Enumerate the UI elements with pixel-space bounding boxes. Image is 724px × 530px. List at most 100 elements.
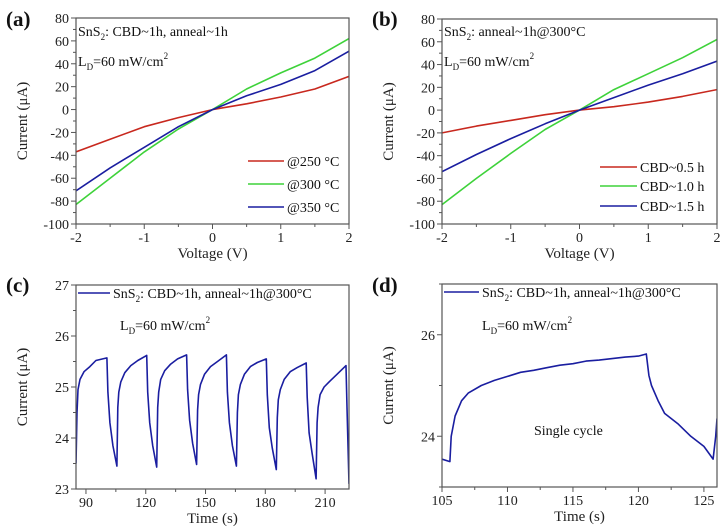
annotation-text: =60 mW/cm (459, 55, 530, 70)
panel-b: (b) -2 -1 0 1 2 -100 -80 -60 -40 -20 0 20 40 60 80 Volta… (372, 7, 721, 262)
x-tick-label: 0 (576, 231, 583, 246)
y-tick-label: -40 (50, 149, 69, 164)
y-tick-label: -20 (50, 126, 69, 141)
annotation-subscript: 2 (101, 32, 106, 42)
annotation-subscript: D (453, 62, 460, 72)
annotation-subscript: 2 (467, 32, 472, 42)
annotation-subscript: D (491, 326, 498, 336)
legend-entry-subscript: 2 (136, 294, 141, 304)
x-tick-label: 90 (79, 496, 93, 511)
x-tick-label: 180 (255, 496, 276, 511)
x-tick-label: 2 (714, 231, 721, 246)
panel-d: (d) 105 110 115 120 125 24 26 Time (s) Current (μ… (372, 273, 718, 525)
legend-entry: SnS2: CBD~1h, anneal~1h@300°C (482, 286, 681, 303)
y-tick-label: 40 (55, 58, 69, 73)
y-axis-label: Current (μA) (15, 348, 31, 426)
y-tick-label: 23 (55, 483, 69, 498)
legend-entry: @350 °C (287, 201, 339, 216)
x-tick-label: 210 (315, 496, 336, 511)
x-tick-label: 120 (628, 494, 649, 509)
annotation-text: L (482, 319, 491, 334)
legend-entry-subscript: 2 (505, 293, 510, 303)
annotation-text: =60 mW/cm (135, 319, 206, 334)
annotation-superscript: 2 (164, 51, 169, 61)
legend-entry: SnS2: CBD~1h, anneal~1h@300°C (113, 287, 312, 304)
x-tick-label: 125 (693, 494, 714, 509)
y-tick-label: 60 (421, 36, 435, 51)
x-tick-label: 110 (497, 494, 517, 509)
panel-label: (b) (372, 7, 398, 31)
y-tick-label: 25 (55, 381, 69, 396)
x-tick-label: 105 (432, 494, 453, 509)
x-tick-label: -1 (505, 231, 517, 246)
legend-entry: @300 °C (287, 178, 339, 193)
legend-entry: CBD~1.5 h (640, 200, 704, 215)
annotation-superscript: 2 (568, 315, 573, 325)
legend-entry-text: : CBD~1h, anneal~1h@300°C (140, 287, 312, 302)
legend-entry: @250 °C (287, 155, 339, 170)
annotation-superscript: 2 (206, 315, 211, 325)
legend-entry: CBD~1.0 h (640, 180, 704, 195)
annotation-text: Single cycle (534, 424, 603, 439)
x-tick-label: 1 (645, 231, 652, 246)
x-tick-label: 115 (563, 494, 583, 509)
x-tick-label: -2 (436, 231, 448, 246)
panel-label: (d) (372, 273, 398, 297)
annotation-text: =60 mW/cm (93, 55, 164, 70)
y-tick-label: 60 (55, 35, 69, 50)
x-axis-label: Voltage (V) (544, 246, 614, 262)
series-line-2 (76, 50, 349, 192)
annotation: LD=60 mW/cm2 (482, 315, 572, 336)
legend-entry: CBD~0.5 h (640, 161, 704, 176)
y-tick-label: 40 (421, 59, 435, 74)
x-axis-label: Time (s) (187, 511, 238, 527)
series-line-0 (442, 353, 717, 463)
legend-entry-text: SnS (113, 287, 136, 302)
x-tick-label: 150 (195, 496, 216, 511)
panel-a: (a) -2 -1 0 1 2 -100 -80 -60 -40 -20 0 20 40 60 80 Volta… (6, 7, 353, 262)
annotation: SnS2: anneal~1h@300°C (444, 25, 585, 42)
y-tick-label: 24 (55, 432, 69, 447)
annotation: LD=60 mW/cm2 (120, 315, 210, 336)
annotation: LD=60 mW/cm2 (444, 51, 534, 72)
y-tick-label: 26 (421, 329, 435, 344)
annotation-text: SnS (78, 25, 101, 40)
series-line-0 (76, 75, 349, 153)
series-line-2 (442, 60, 717, 173)
y-tick-label: -100 (43, 218, 69, 233)
y-tick-label: 20 (55, 81, 69, 96)
x-tick-label: 2 (346, 231, 353, 246)
y-tick-label: 80 (55, 12, 69, 27)
y-tick-label: 27 (55, 279, 69, 294)
series-line-0 (76, 354, 349, 484)
annotation: SnS2: CBD~1h, anneal~1h (78, 25, 228, 42)
y-tick-label: -80 (416, 195, 435, 210)
y-tick-label: -60 (416, 172, 435, 187)
y-tick-label: -100 (409, 218, 435, 233)
annotation: LD=60 mW/cm2 (78, 51, 168, 72)
plot-frame (75, 17, 350, 225)
annotation-text: =60 mW/cm (497, 319, 568, 334)
y-tick-label: 26 (55, 330, 69, 345)
y-tick-label: -80 (50, 195, 69, 210)
legend-entry-text: : CBD~1h, anneal~1h@300°C (509, 286, 681, 301)
legend-entry-text: SnS (482, 286, 505, 301)
panel-label: (a) (6, 7, 31, 31)
annotation-text: : CBD~1h, anneal~1h (105, 25, 228, 40)
y-tick-label: 24 (421, 430, 435, 445)
y-tick-label: -60 (50, 172, 69, 187)
x-axis-label: Voltage (V) (177, 246, 247, 262)
y-tick-label: -40 (416, 150, 435, 165)
y-axis-label: Current (μA) (381, 346, 397, 424)
y-axis-label: Current (μA) (15, 82, 31, 160)
x-tick-label: -1 (138, 231, 150, 246)
x-tick-label: 0 (209, 231, 216, 246)
x-tick-label: -2 (70, 231, 82, 246)
x-tick-label: 1 (277, 231, 284, 246)
annotation-text: L (120, 319, 129, 334)
y-tick-label: 80 (421, 13, 435, 28)
annotation-subscript: D (129, 326, 136, 336)
annotation-text: SnS (444, 25, 467, 40)
panel-label: (c) (6, 273, 29, 297)
